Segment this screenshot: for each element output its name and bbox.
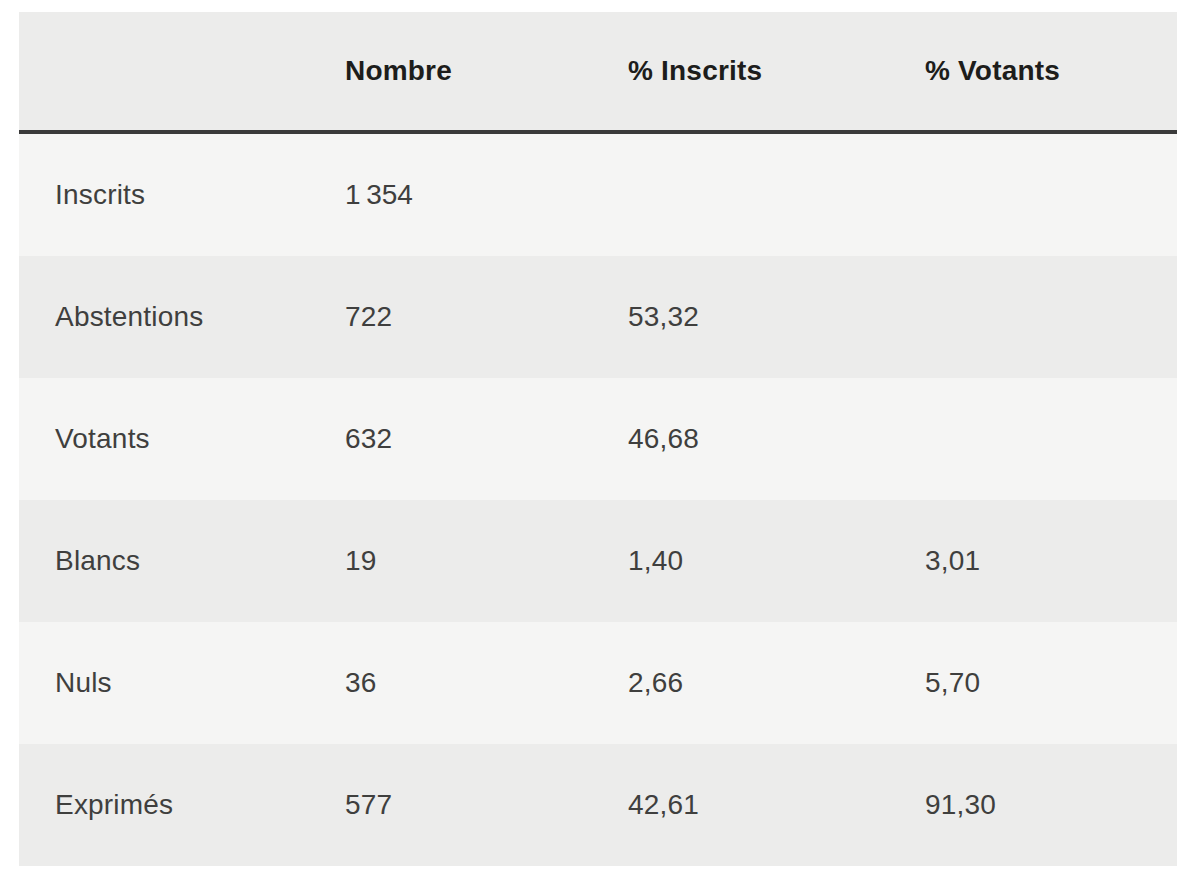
- cell-pct-votants: [925, 256, 1177, 378]
- table-row-blancs: Blancs 19 1,40 3,01: [19, 500, 1177, 622]
- cell-nombre: 577: [345, 744, 628, 866]
- page: Nombre % Inscrits % Votants Inscrits 1 3…: [0, 0, 1200, 891]
- cell-pct-votants: 3,01: [925, 500, 1177, 622]
- cell-pct-inscrits: 46,68: [628, 378, 925, 500]
- table-header: Nombre % Inscrits % Votants: [19, 12, 1177, 132]
- header-cell-pct-votants: % Votants: [925, 12, 1177, 132]
- table-row-votants: Votants 632 46,68: [19, 378, 1177, 500]
- cell-pct-inscrits: 2,66: [628, 622, 925, 744]
- cell-pct-inscrits: [628, 132, 925, 256]
- row-label: Nuls: [19, 622, 345, 744]
- cell-nombre: 632: [345, 378, 628, 500]
- table-body: Inscrits 1 354 Abstentions 722 53,32 Vot…: [19, 132, 1177, 866]
- cell-pct-votants: 91,30: [925, 744, 1177, 866]
- table-row-inscrits: Inscrits 1 354: [19, 132, 1177, 256]
- row-label: Blancs: [19, 500, 345, 622]
- table-row-exprimes: Exprimés 577 42,61 91,30: [19, 744, 1177, 866]
- row-label: Abstentions: [19, 256, 345, 378]
- cell-pct-votants: [925, 378, 1177, 500]
- table-row-abstentions: Abstentions 722 53,32: [19, 256, 1177, 378]
- cell-pct-inscrits: 53,32: [628, 256, 925, 378]
- row-label: Votants: [19, 378, 345, 500]
- cell-pct-votants: [925, 132, 1177, 256]
- row-label: Inscrits: [19, 132, 345, 256]
- cell-nombre: 722: [345, 256, 628, 378]
- header-row: Nombre % Inscrits % Votants: [19, 12, 1177, 132]
- header-cell-nombre: Nombre: [345, 12, 628, 132]
- participation-table: Nombre % Inscrits % Votants Inscrits 1 3…: [19, 12, 1177, 866]
- cell-nombre: 36: [345, 622, 628, 744]
- cell-pct-inscrits: 1,40: [628, 500, 925, 622]
- header-cell-empty: [19, 12, 345, 132]
- cell-pct-votants: 5,70: [925, 622, 1177, 744]
- cell-pct-inscrits: 42,61: [628, 744, 925, 866]
- cell-nombre: 1 354: [345, 132, 628, 256]
- participation-table-container: Nombre % Inscrits % Votants Inscrits 1 3…: [19, 12, 1177, 866]
- header-cell-pct-inscrits: % Inscrits: [628, 12, 925, 132]
- cell-nombre: 19: [345, 500, 628, 622]
- row-label: Exprimés: [19, 744, 345, 866]
- table-row-nuls: Nuls 36 2,66 5,70: [19, 622, 1177, 744]
